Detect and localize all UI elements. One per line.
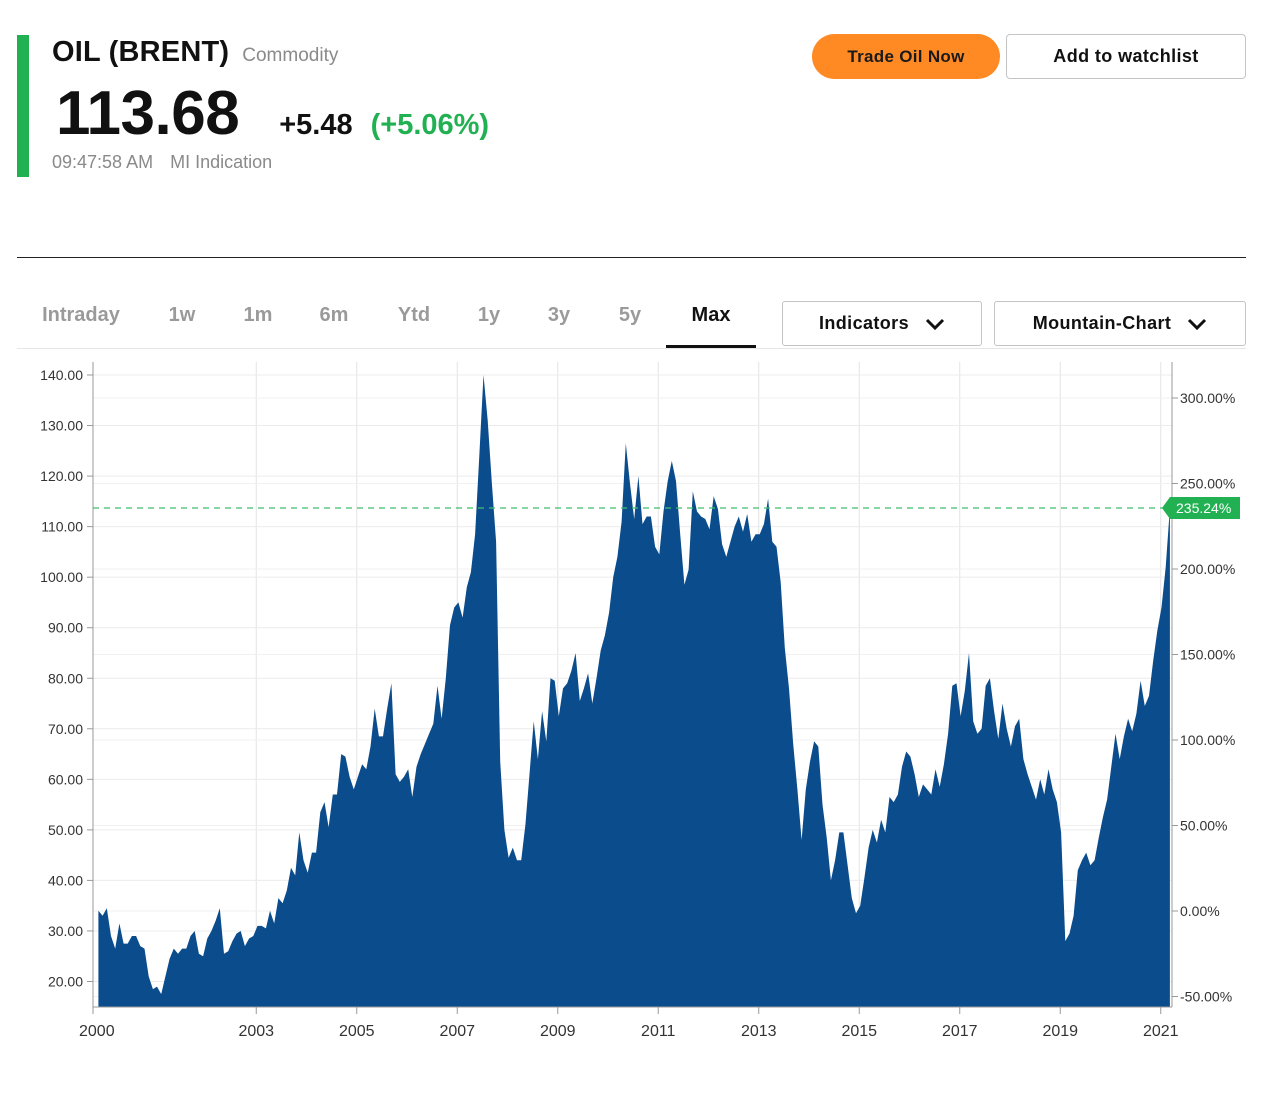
price-change-percent: (+5.06%) [370,109,490,141]
pct-tick-label: 300.00% [1180,390,1235,406]
x-tick-label: 2003 [238,1023,274,1040]
price-time: 09:47:58 AM [52,152,154,172]
trade-oil-button[interactable]: Trade Oil Now [812,34,1000,79]
current-value-label: 235.24% [1176,500,1231,516]
y-tick-label: 140.00 [40,367,83,383]
tab-intraday[interactable]: Intraday [42,304,120,326]
y-tick-label: 30.00 [48,923,83,939]
y-tick-label: 90.00 [48,620,83,636]
x-tick-label: 2005 [339,1023,375,1040]
chevron-down-icon [925,318,945,330]
tab-ytd[interactable]: Ytd [397,304,431,326]
x-tick-label: 2007 [439,1023,475,1040]
x-tick-label: 2011 [641,1023,676,1040]
y-tick-label: 70.00 [48,721,83,737]
x-tick-label: 2013 [741,1023,777,1040]
x-tick-label: 2015 [841,1023,877,1040]
tab-1m[interactable]: 1m [243,304,273,326]
add-to-watchlist-button[interactable]: Add to watchlist [1006,34,1246,79]
tab-6m[interactable]: 6m [319,304,349,326]
y-tick-label: 130.00 [40,418,83,434]
x-tick-label: 2019 [1042,1023,1078,1040]
pct-tick-label: 150.00% [1180,647,1235,663]
chart-type-dropdown[interactable]: Mountain-Chart [994,301,1246,346]
y-tick-label: 80.00 [48,670,83,686]
y-tick-label: 60.00 [48,771,83,787]
instrument-type: Commodity [242,45,339,66]
x-tick-label: 2017 [942,1023,978,1040]
x-tick-label: 2000 [79,1023,115,1040]
pct-tick-label: 100.00% [1180,732,1235,748]
x-tick-label: 2009 [540,1023,576,1040]
y-tick-label: 50.00 [48,822,83,838]
current-value-flag [1162,497,1240,520]
y-tick-label: 110.00 [41,519,83,535]
tabs-divider [17,348,1246,349]
instrument-title: OIL (BRENT) [52,36,230,68]
y-tick-label: 40.00 [48,872,83,888]
pct-tick-label: -50.00% [1180,989,1232,1005]
chevron-down-icon [1188,318,1207,330]
tab-5y[interactable]: 5y [618,304,642,326]
header-divider [17,257,1246,258]
tab-1y[interactable]: 1y [477,304,501,326]
pct-tick-label: 50.00% [1180,818,1227,834]
price-source: MI Indication [170,152,273,172]
pct-tick-label: 250.00% [1180,476,1235,492]
price-chart[interactable]: 2000 2003 2005 2007 2009 2011 2013 2015 2017 2019… [0,356,1274,1056]
pct-tick-label: 0.00% [1180,903,1220,919]
tab-1w[interactable]: 1w [168,304,196,326]
price-meta: 09:47:58 AM MI Indication [52,152,272,173]
price-accent-bar [17,35,29,177]
price-area [98,375,1170,1007]
last-price: 113.68 [56,79,240,148]
chart-type-label: Mountain-Chart [1032,313,1172,333]
indicators-dropdown[interactable]: Indicators [782,301,982,346]
instrument-header: OIL (BRENT) Commodity [52,36,338,69]
tab-3y[interactable]: 3y [547,304,571,326]
tab-max[interactable]: Max [666,296,756,348]
y-tick-label: 120.00 [40,468,83,484]
indicators-label: Indicators [818,313,910,333]
price-row: 113.68 +5.48 (+5.06%) [56,78,489,149]
y-tick-label: 100.00 [40,569,83,585]
y-tick-label: 20.00 [48,974,83,990]
price-change: +5.48 [279,109,353,141]
pct-tick-label: 200.00% [1180,561,1235,577]
x-tick-label: 2021 [1143,1023,1179,1040]
